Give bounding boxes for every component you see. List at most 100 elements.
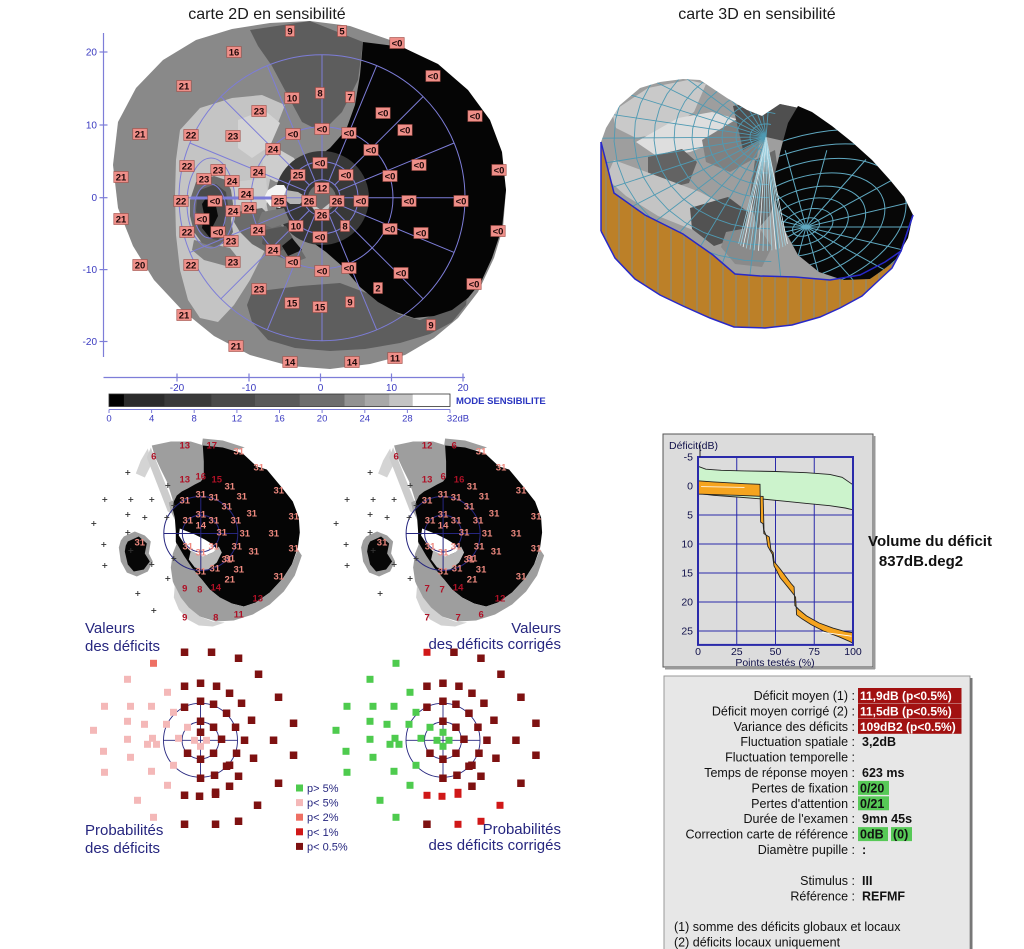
svg-text:16: 16 [196, 472, 207, 483]
svg-text:16: 16 [229, 48, 240, 59]
svg-text:24: 24 [241, 190, 252, 201]
svg-text:Correction carte de référence: Correction carte de référence : [685, 828, 855, 842]
svg-text:13: 13 [253, 594, 264, 605]
svg-text:0/20: 0/20 [860, 781, 884, 795]
svg-text:0: 0 [91, 193, 97, 204]
svg-text:p< 1%: p< 1% [307, 827, 339, 839]
svg-text:31: 31 [467, 482, 478, 493]
svg-text:<0: <0 [315, 159, 326, 170]
svg-text:8: 8 [192, 414, 197, 425]
svg-text:Probabilités: Probabilités [483, 821, 561, 838]
svg-text:31: 31 [473, 516, 484, 527]
svg-text:3,2dB: 3,2dB [862, 735, 896, 749]
svg-text:50: 50 [770, 646, 782, 658]
svg-text:23: 23 [199, 175, 210, 186]
svg-text:15: 15 [212, 475, 223, 486]
svg-text:31: 31 [232, 542, 243, 553]
svg-text:20: 20 [317, 414, 328, 425]
svg-text:23: 23 [254, 107, 265, 118]
svg-text:0/21: 0/21 [860, 797, 884, 811]
svg-text:Référence :: Référence : [790, 890, 855, 904]
svg-text:des déficits corrigés: des déficits corrigés [428, 837, 561, 854]
svg-text:23: 23 [228, 132, 239, 143]
svg-text:31: 31 [269, 529, 280, 540]
svg-text:20: 20 [135, 261, 146, 272]
svg-text:31: 31 [274, 572, 285, 583]
svg-text:24: 24 [268, 145, 279, 156]
svg-text:31: 31 [452, 564, 463, 575]
svg-text:5: 5 [339, 27, 345, 38]
svg-text:des déficits: des déficits [85, 638, 160, 655]
svg-text:8: 8 [213, 613, 218, 624]
svg-text:10: 10 [287, 94, 298, 105]
svg-text:31: 31 [464, 502, 475, 513]
svg-text:31: 31 [209, 516, 220, 527]
svg-text:21: 21 [467, 575, 478, 586]
svg-text:31: 31 [496, 463, 507, 474]
svg-text:22: 22 [186, 131, 197, 142]
svg-text:<0: <0 [213, 228, 224, 239]
svg-text:31: 31 [464, 555, 475, 566]
svg-text:8: 8 [317, 89, 322, 100]
svg-text:31: 31 [451, 493, 462, 504]
svg-text:Diamètre pupille :: Diamètre pupille : [758, 843, 855, 857]
svg-text:13: 13 [180, 475, 191, 486]
svg-text:10: 10 [86, 121, 98, 132]
svg-text:Temps de réponse moyen :: Temps de réponse moyen : [704, 766, 855, 780]
svg-text:31: 31 [209, 542, 220, 553]
svg-text:15: 15 [681, 568, 693, 580]
svg-text:23: 23 [213, 166, 224, 177]
svg-text:20: 20 [457, 383, 469, 394]
svg-text:13: 13 [422, 475, 433, 486]
svg-text:<0: <0 [288, 258, 299, 269]
svg-text:REFMF: REFMF [862, 890, 905, 904]
svg-text:8: 8 [197, 585, 202, 596]
svg-text:<0: <0 [404, 197, 415, 208]
svg-text:(2) déficits locaux uniquement: (2) déficits locaux uniquement [674, 936, 841, 949]
svg-text:<0: <0 [469, 280, 480, 291]
svg-text:13: 13 [180, 441, 191, 452]
svg-text:22: 22 [176, 197, 187, 208]
svg-text:7: 7 [424, 584, 429, 595]
svg-text:<0: <0 [344, 129, 355, 140]
svg-text:<0: <0 [317, 125, 328, 136]
svg-text:11: 11 [234, 610, 245, 621]
svg-text:31: 31 [425, 542, 436, 553]
svg-text:26: 26 [304, 197, 315, 208]
svg-text:carte 2D en sensibilité: carte 2D en sensibilité [188, 6, 346, 23]
svg-text:<0: <0 [210, 197, 221, 208]
svg-text:21: 21 [116, 173, 127, 184]
svg-text:-20: -20 [83, 337, 98, 348]
svg-text::: : [862, 843, 866, 857]
svg-text:7: 7 [347, 93, 352, 104]
svg-text:25: 25 [274, 197, 285, 208]
svg-text:16: 16 [274, 414, 285, 425]
svg-text:Variance des déficits :: Variance des déficits : [734, 720, 855, 734]
svg-text:21: 21 [225, 575, 236, 586]
svg-text:<0: <0 [288, 130, 299, 141]
svg-text:(0): (0) [893, 828, 908, 842]
svg-text:<0: <0 [470, 112, 481, 123]
svg-text:10: 10 [386, 383, 398, 394]
svg-text:24: 24 [253, 168, 264, 179]
svg-text:11: 11 [390, 354, 401, 365]
svg-text:<0: <0 [396, 269, 407, 280]
svg-text:28: 28 [402, 414, 413, 425]
svg-text:15: 15 [287, 299, 298, 310]
svg-text:Volume du déficit: Volume du déficit [868, 533, 992, 550]
svg-text:31: 31 [516, 486, 527, 497]
svg-text:31: 31 [254, 463, 265, 474]
svg-text:9: 9 [347, 298, 352, 309]
svg-text:10: 10 [681, 539, 693, 551]
svg-text:6: 6 [151, 452, 156, 463]
svg-text:31: 31 [531, 512, 542, 523]
svg-text:31: 31 [511, 529, 522, 540]
svg-text:(1) somme des déficits globaux: (1) somme des déficits globaux et locaux [674, 920, 901, 934]
svg-text:25: 25 [293, 171, 304, 182]
svg-text:16: 16 [454, 475, 465, 486]
svg-text:6: 6 [393, 452, 398, 463]
svg-text:31: 31 [422, 496, 433, 507]
svg-text:0: 0 [106, 414, 111, 425]
svg-text:-5: -5 [684, 452, 693, 464]
svg-text:Probabilités: Probabilités [85, 822, 163, 839]
